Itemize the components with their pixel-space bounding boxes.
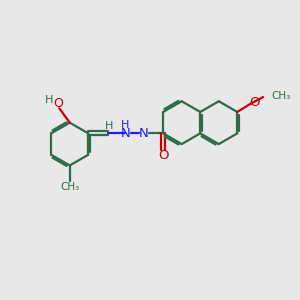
Text: H: H (105, 121, 113, 130)
Text: H: H (45, 95, 53, 105)
Text: O: O (158, 149, 168, 162)
Text: O: O (249, 96, 260, 109)
Text: H: H (121, 120, 130, 130)
Text: N: N (121, 127, 130, 140)
Text: CH₃: CH₃ (272, 92, 291, 101)
Text: N: N (139, 127, 149, 140)
Text: O: O (53, 97, 63, 110)
Text: CH₃: CH₃ (60, 182, 80, 193)
